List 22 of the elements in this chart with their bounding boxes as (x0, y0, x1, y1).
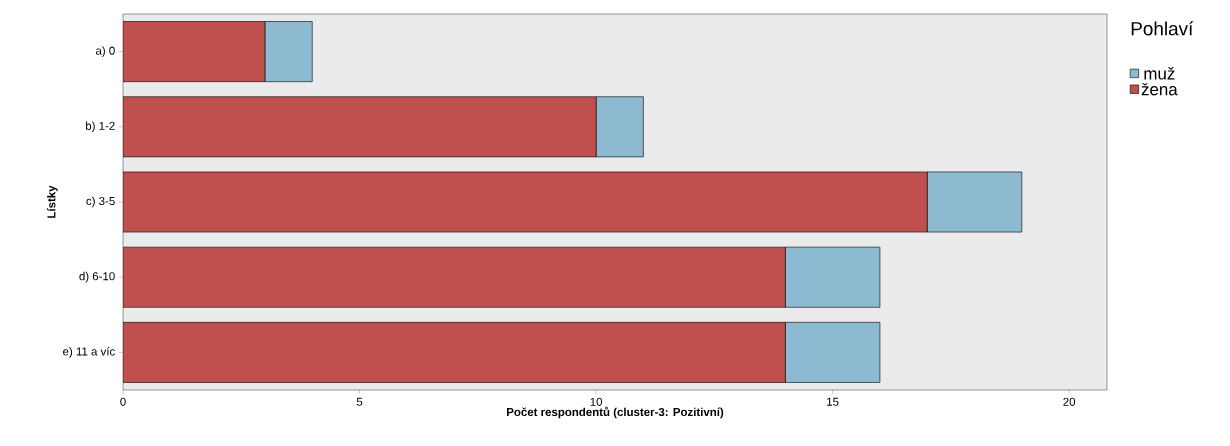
x-tick-label: 20 (1063, 397, 1076, 406)
bar (123, 21, 266, 82)
bar (123, 96, 597, 158)
y-tick-label: c) 3-5 (86, 196, 115, 208)
legend-label: žena (1141, 82, 1178, 96)
x-tick-label: 10 (590, 397, 602, 406)
bar (123, 171, 928, 233)
bar (123, 322, 786, 383)
bar (123, 246, 786, 308)
y-tick-label: a) 0 (95, 46, 115, 57)
legend-title: Pohlaví (1131, 21, 1194, 36)
y-tick-label: d) 6-10 (79, 271, 115, 283)
legend-label: muž (1144, 67, 1175, 80)
y-axis-title: Lístky (46, 185, 58, 218)
x-tick-label: 5 (356, 397, 363, 406)
bar (595, 96, 644, 158)
x-axis-title: Počet respondentů (cluster-3: Pozitivní) (507, 406, 724, 419)
x-tick-label: 15 (827, 397, 839, 406)
bar (785, 246, 881, 308)
y-tick-label: b) 1-2 (86, 121, 115, 133)
x-tick-label: 0 (120, 397, 126, 406)
y-tick-label: e) 11 a víc (63, 347, 115, 358)
